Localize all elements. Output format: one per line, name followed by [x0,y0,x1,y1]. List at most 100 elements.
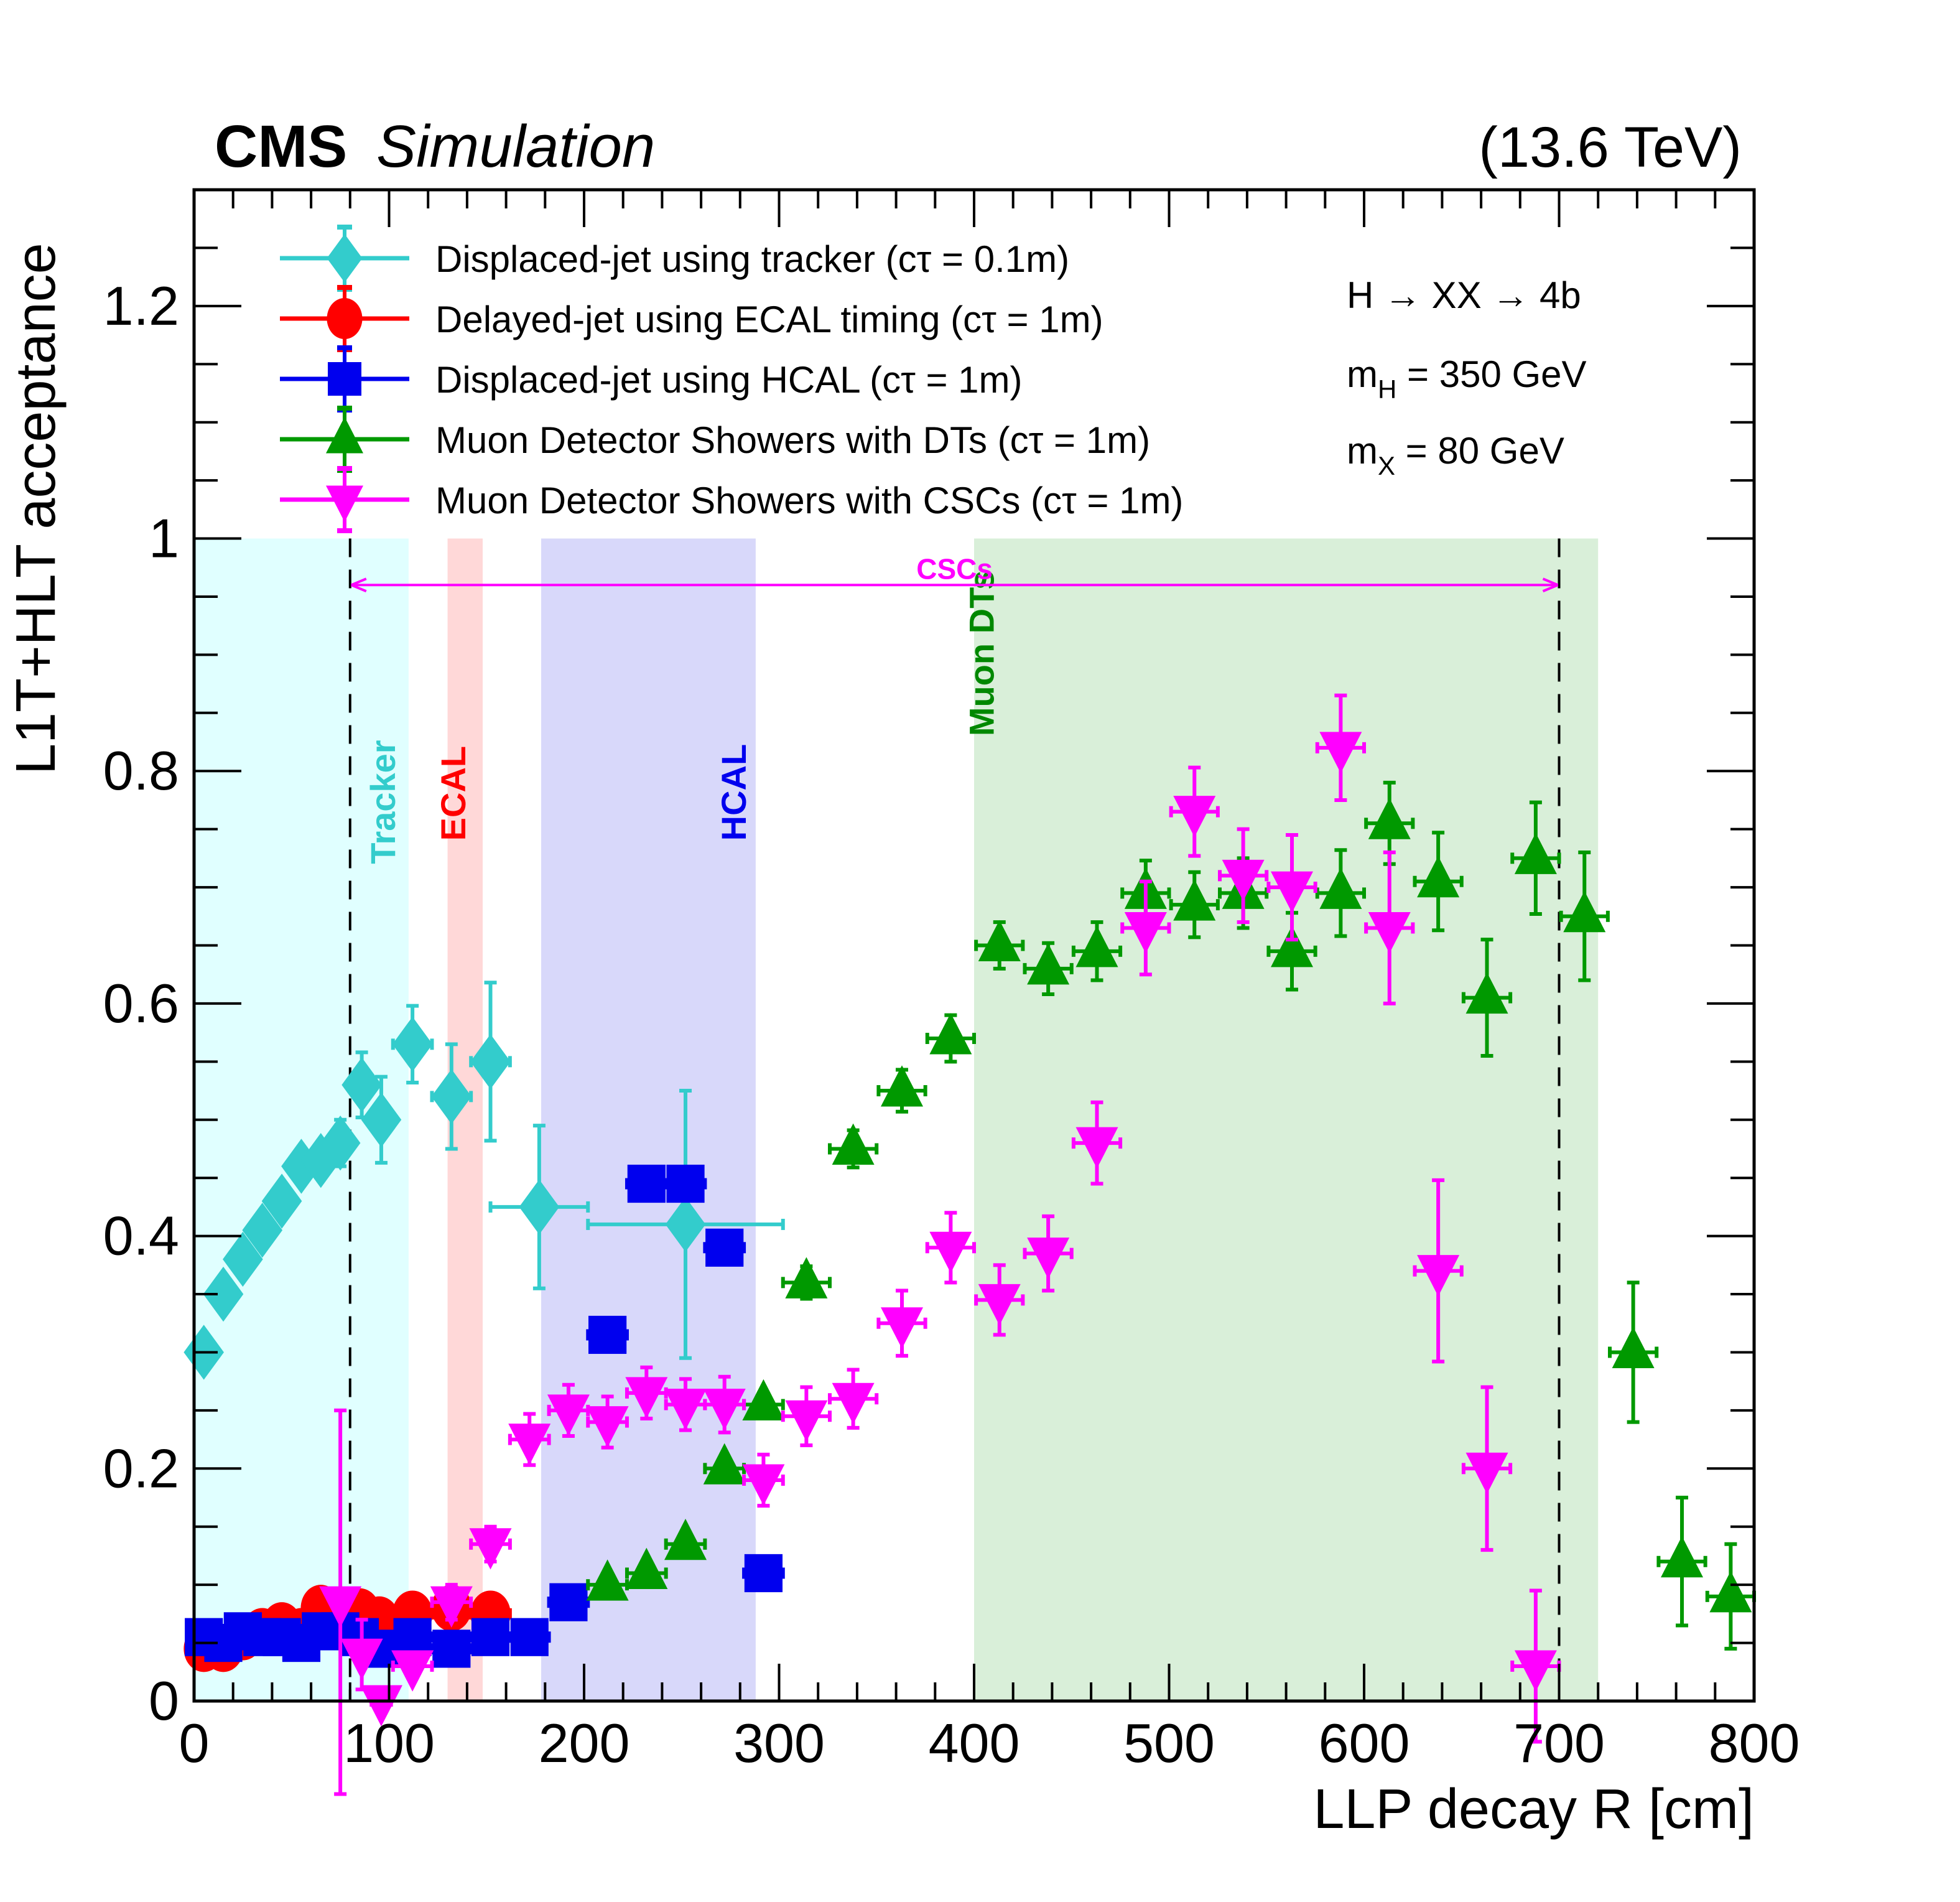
marker-square [588,1315,627,1354]
data-point [1413,831,1464,933]
x-tick-label: 100 [343,1712,435,1774]
data-point [625,1547,668,1589]
marker-triangle-down [664,1389,707,1430]
data-point [469,981,512,1143]
marker-diamond [341,1057,382,1112]
marker-triangle-up [1319,867,1362,909]
cms-title: CMS Simulation [215,113,655,180]
csc-arrow-right [1542,577,1559,593]
marker-triangle-down [340,1638,383,1681]
marker-triangle-down [1319,732,1362,773]
marker-square [328,362,361,396]
marker-triangle-down [391,1650,434,1692]
y-tick-label: 1.2 [103,275,179,337]
marker-square [705,1228,744,1267]
csc-label: CSCs [916,552,993,585]
x-tick-label: 700 [1513,1712,1605,1774]
data-point [703,1374,746,1435]
marker-diamond [261,1173,302,1229]
data-point [664,1164,707,1203]
simulation-label: Simulation [376,113,655,180]
marker-triangle-down [785,1400,828,1442]
marker-triangle-up [1368,798,1411,839]
data-point [242,1203,283,1258]
data-point [1461,938,1513,1058]
marker-circle [327,298,363,339]
marker-triangle-up [978,920,1021,961]
marker-diamond [519,1179,560,1235]
marker-triangle-up [785,1257,828,1298]
data-point [1413,1178,1464,1364]
data-point [1656,1496,1707,1628]
legend-entry: Displaced-jet using tracker (cτ = 0.1m) [280,225,1069,292]
marker-triangle-up [929,1013,972,1055]
marker-triangle-down [508,1424,551,1465]
data-point [1608,1280,1659,1424]
data-point [361,1075,402,1165]
data-point [625,1164,668,1203]
marker-diamond [300,1132,341,1188]
energy-label: (13.6 TeV) [1479,116,1742,179]
data-point [828,1368,879,1430]
marker-triangle-up [832,1123,875,1165]
mx-label: mX = 80 GeV [1347,430,1564,480]
axes-frame: 0 100 200 300 400 500 600 700 800 0 0.2 0.4 0.6 0.8 1 1… [103,188,1800,1774]
marker-square [393,1618,432,1656]
marker-triangle-down [547,1394,590,1436]
x-tick-label: 200 [539,1712,630,1774]
region-label: Tracker [363,740,402,864]
data-point [469,1618,512,1656]
x-tick-label: 500 [1123,1712,1215,1774]
marker-triangle-up [1173,879,1216,921]
marker-triangle-up [1612,1326,1655,1368]
marker-triangle-down [832,1382,875,1424]
marker-diamond [392,1017,433,1072]
marker-triangle-down [1514,1650,1557,1692]
marker-triangle-up [1075,926,1118,967]
data-point [781,1257,832,1301]
y-tick-label: 0.2 [103,1437,179,1499]
x-tick-label: 600 [1319,1712,1410,1774]
data-point [1705,1542,1756,1651]
marker-triangle-down [881,1307,924,1349]
region-label: HCAL [714,744,753,841]
marker-diamond [223,1231,263,1287]
legend-label: Delayed-jet using ECAL timing (cτ = 1m) [435,299,1103,340]
marker-triangle-down [929,1231,972,1274]
marker-diamond [470,1034,511,1089]
legend-label: Displaced-jet using HCAL (cτ = 1m) [435,359,1022,401]
series-3 [586,780,1756,1651]
marker-triangle-up [1417,855,1460,898]
data-point [1559,851,1610,982]
data-point [742,1554,785,1593]
csc-range: CSCs [348,538,1561,1701]
mh-label: mH = 350 GeV [1347,353,1587,404]
marker-triangle-down [1222,859,1265,902]
data-point [320,1115,361,1171]
data-point [391,1650,434,1692]
data-point [1023,1214,1074,1293]
marker-diamond [320,1115,361,1171]
data-point [430,1042,473,1151]
legend-entry: Muon Detector Showers with CSCs (cτ = 1m… [280,466,1183,533]
marker-triangle-down [326,485,363,522]
x-tick-label: 800 [1709,1712,1800,1774]
region-label: ECAL [434,746,473,841]
data-point [223,1231,263,1287]
data-series [183,693,1756,1796]
data-point [1510,800,1561,916]
marker-triangle-down [469,1528,512,1570]
data-point [974,920,1025,971]
data-point [1461,1385,1513,1552]
marker-triangle-up [1563,890,1606,933]
marker-triangle-down [625,1377,668,1419]
data-point [703,1228,746,1267]
marker-triangle-up [703,1443,746,1485]
marker-diamond [431,1069,472,1124]
x-tick-label: 300 [733,1712,825,1774]
legend-entry: Muon Detector Showers with DTs (cτ = 1m) [280,406,1150,473]
marker-square [471,1618,510,1656]
marker-triangle-down [1075,1127,1118,1168]
legend-label: Displaced-jet using tracker (cτ = 0.1m) [435,238,1069,280]
